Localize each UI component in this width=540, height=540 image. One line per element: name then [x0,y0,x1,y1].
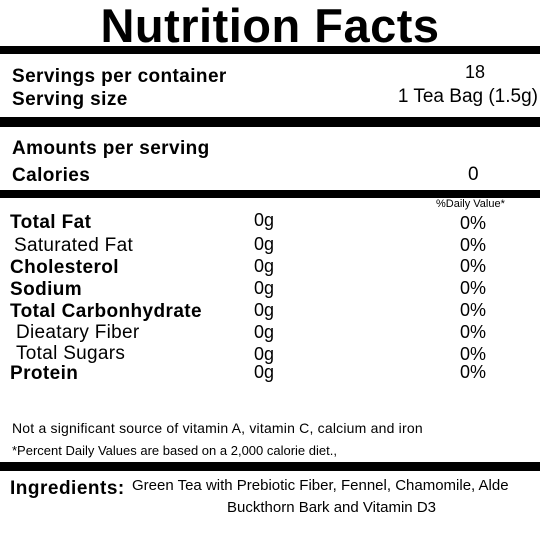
nutrient-amount: 0g [254,234,275,254]
daily-value-footnote: *Percent Daily Values are based on a 2,0… [12,443,337,458]
vitamin-note: Not a significant source of vitamin A, v… [12,420,423,436]
label-title: Nutrition Facts [100,0,440,52]
ingredients-line-1: Green Tea with Prebiotic Fiber, Fennel, … [132,477,509,494]
servings-per-container-value: 18 [465,62,486,82]
nutrient-amount: 0g [254,278,275,298]
nutrient-name: Cholesterol [10,257,119,278]
daily-value-header: %Daily Value* [436,198,505,210]
nutrient-amount: 0g [254,362,275,382]
nutrient-daily-value: 0% [460,322,487,342]
nutrient-name: Total Fat [10,212,92,233]
calories-label: Calories [12,165,91,186]
nutrient-daily-value: 0% [460,213,487,233]
amounts-per-serving-heading: Amounts per serving [12,138,210,159]
serving-size-label: Serving size [12,89,128,110]
nutrient-daily-value: 0% [460,278,487,298]
nutrient-amount: 0g [254,344,275,364]
ingredients-line-2: Buckthorn Bark and Vitamin D3 [227,499,436,516]
nutrient-amount: 0g [254,256,275,276]
servings-per-container-label: Servings per container [12,66,227,87]
nutrient-amount: 0g [254,300,275,320]
nutrient-daily-value: 0% [460,256,487,276]
nutrient-daily-value: 0% [460,300,487,320]
nutrient-name: Total Sugars [16,343,126,364]
nutrient-name: Protein [10,363,79,384]
nutrient-name: Total Carbonhydrate [10,301,202,322]
nutrient-amount: 0g [254,210,275,230]
nutrient-daily-value: 0% [460,344,487,364]
nutrient-daily-value: 0% [460,362,487,382]
thick-divider-top [0,46,540,54]
nutrient-name: Saturated Fat [14,235,134,256]
thick-divider-bottom [0,462,540,471]
nutrient-name: Dieatary Fiber [16,322,140,343]
nutrient-name: Sodium [10,279,83,300]
ingredients-label: Ingredients: [10,478,125,499]
thick-divider-calories [0,190,540,198]
serving-size-value: 1 Tea Bag (1.5g) [397,86,538,107]
thick-divider-servings [0,117,540,127]
nutrient-amount: 0g [254,322,275,342]
nutrient-daily-value: 0% [460,235,487,255]
calories-value: 0 [468,164,479,185]
